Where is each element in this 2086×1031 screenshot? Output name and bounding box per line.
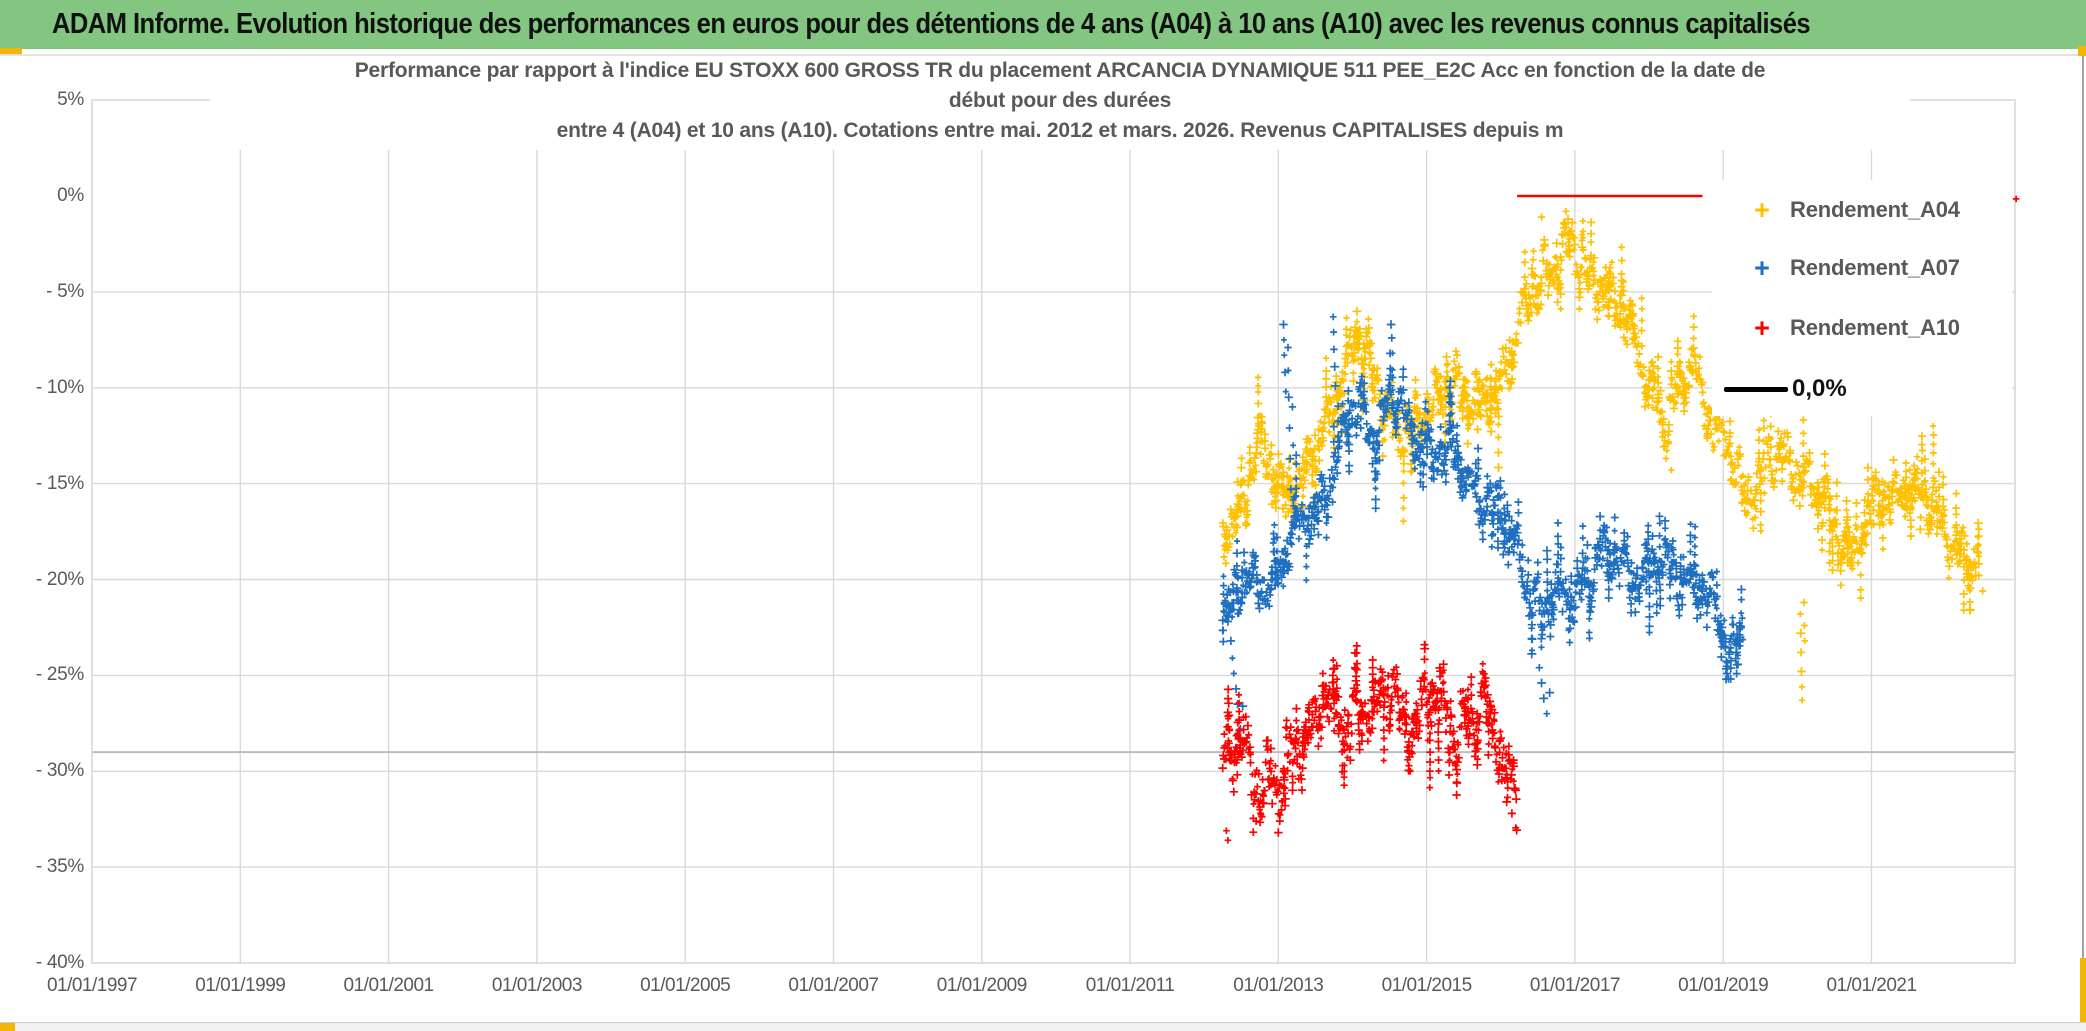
x-tick-label: 01/01/2011 — [1085, 975, 1175, 996]
y-tick-label: - 35% — [35, 856, 84, 878]
x-tick-label: 01/01/2013 — [1233, 975, 1324, 996]
chart-title-line-1: Performance par rapport à l'indice EU ST… — [354, 59, 1766, 82]
gold-accent-bottom-right — [2080, 958, 2086, 1022]
header-divider — [0, 54, 2086, 56]
x-tick-label: 01/01/2019 — [1678, 975, 1769, 996]
x-tick-label: 01/01/2005 — [640, 975, 731, 996]
x-tick-label: 01/01/2007 — [788, 975, 879, 996]
x-tick-label: 01/01/1997 — [46, 975, 138, 996]
zero-line-swatch-icon — [1724, 387, 1788, 392]
legend-item-rendement-a10[interactable]: + Rendement_A10 — [1712, 311, 2012, 345]
y-tick-label: - 10% — [35, 376, 84, 398]
legend-label: Rendement_A07 — [1790, 255, 1960, 280]
x-tick-label: 01/01/2017 — [1529, 975, 1621, 996]
y-tick-label: - 30% — [35, 760, 84, 782]
plus-marker-icon: + — [1754, 253, 1770, 283]
bottom-sheet-edge — [0, 1022, 2086, 1031]
chart-title-line-2: début pour des durées — [948, 89, 1172, 112]
chart-title-line-3: entre 4 (A04) et 10 ans (A10). Cotations… — [556, 119, 1564, 142]
x-tick-label: 01/01/2001 — [343, 975, 435, 996]
gold-accent-bottom-left — [0, 1023, 15, 1031]
gold-accent-top-left — [0, 48, 22, 54]
legend-label: Rendement_A04 — [1790, 197, 1960, 222]
y-tick-label: - 20% — [35, 568, 84, 590]
x-tick-label: 01/01/2021 — [1826, 975, 1917, 996]
page-title: ADAM Informe. Evolution historique des p… — [52, 8, 1811, 40]
y-tick-label: - 15% — [35, 472, 84, 494]
x-tick-label: 01/01/2009 — [936, 975, 1028, 996]
x-tick-label: 01/01/2003 — [491, 975, 583, 996]
y-tick-label: - 5% — [46, 280, 84, 302]
x-tick-label: 01/01/2015 — [1381, 975, 1473, 996]
window-right-edge — [2082, 56, 2084, 1022]
scatter-series-rendement_a04 — [1219, 207, 1987, 704]
y-tick-label: 0% — [57, 185, 84, 206]
y-tick-label: 5% — [57, 89, 84, 111]
legend-item-zero-line[interactable]: 0,0% — [1712, 372, 2012, 406]
legend-label: Rendement_A10 — [1790, 315, 1960, 340]
chart-title: Performance par rapport à l'indice EU ST… — [210, 56, 1910, 150]
y-tick-label: - 25% — [35, 664, 84, 686]
gold-accent-top-right — [2078, 46, 2086, 56]
legend-label: 0,0% — [1792, 375, 1847, 402]
scatter-series-rendement_a07 — [1218, 313, 1747, 734]
scatter-series-rendement_a10 — [1218, 195, 2020, 844]
plus-marker-icon: + — [1754, 313, 1770, 343]
x-tick-label: 01/01/1999 — [195, 975, 286, 996]
plus-marker-icon: + — [1754, 195, 1770, 225]
chart-legend: + Rendement_A04 + Rendement_A07 + Rendem… — [1712, 180, 2012, 416]
page-title-banner: ADAM Informe. Evolution historique des p… — [0, 0, 2086, 49]
y-tick-label: - 40% — [35, 952, 84, 973]
legend-item-rendement-a07[interactable]: + Rendement_A07 — [1712, 251, 2012, 285]
legend-item-rendement-a04[interactable]: + Rendement_A04 — [1712, 193, 2012, 227]
